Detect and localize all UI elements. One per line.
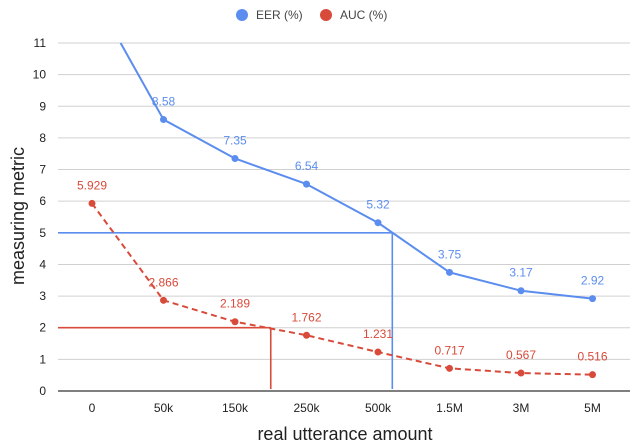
x-tick-label: 5M [584,401,601,415]
y-tick-label: 8 [39,131,46,145]
legend-marker-eer [236,9,248,21]
data-label: 0.717 [434,343,464,357]
data-label: 2.189 [220,297,250,311]
x-tick-label: 50k [154,401,174,415]
data-label: 0.567 [506,348,536,362]
data-label: 1.231 [363,327,393,341]
x-tick-label: 250k [293,401,320,415]
x-tick-label: 500k [365,401,392,415]
y-tick-label: 5 [39,226,46,240]
legend-label-eer: EER (%) [256,8,303,22]
y-tick-label: 7 [39,163,46,177]
data-label: 5.32 [366,198,390,212]
series-line [91,202,593,376]
x-tick-label: 1.5M [436,401,463,415]
data-point [303,331,310,339]
x-tick-label: 150k [222,401,249,415]
legend-marker-auc [320,9,332,21]
y-tick-label: 3 [39,289,46,303]
data-point [231,154,239,162]
series-line [119,42,593,300]
data-point [160,296,167,304]
y-tick-label: 11 [34,36,47,50]
x-axis-label: real utterance amount [257,424,432,444]
data-point [374,219,382,227]
data-point [231,318,239,326]
reference-lines [58,232,394,389]
data-point [374,348,382,356]
data-point [517,369,525,377]
data-point [589,295,596,303]
legend-label-auc: AUC (%) [340,8,387,22]
legend: EER (%) AUC (%) [236,8,387,22]
data-point [446,364,453,372]
data-label: 0.516 [577,350,607,364]
data-label: 3.17 [509,266,533,280]
y-tick-label: 2 [39,321,46,335]
data-point [589,371,596,379]
data-label: 8.58 [152,95,176,109]
data-point [160,116,167,124]
data-point [88,199,96,207]
y-tick-label: 9 [39,99,46,113]
data-label: 5.929 [77,178,107,192]
data-label: 2.92 [581,274,605,288]
y-tick-label: 1 [39,352,46,366]
y-axis-label: measuring metric [8,147,28,285]
data-label: 1.762 [291,310,321,324]
data-point [517,287,525,295]
data-label: 6.54 [295,159,319,173]
y-tick-label: 4 [39,257,46,271]
x-tick-label: 3M [513,401,530,415]
data-point [446,268,453,276]
data-label: 3.75 [438,247,462,261]
x-axis-ticks: 0 50k 150k 250k 500k 1.5M 3M 5M [89,401,601,415]
y-axis-ticks: 0 1 2 3 4 5 6 7 8 9 10 11 [33,36,47,398]
y-tick-label: 0 [39,384,46,398]
y-tick-label: 6 [39,194,46,208]
x-tick-label: 0 [89,401,96,415]
data-label: 7.35 [223,133,247,147]
series-layer: 8.58 7.35 6.54 5.32 3.75 3.17 2.92 5.929 2.866 2.… [77,42,608,379]
data-label: 2.866 [148,275,178,289]
gridlines [58,42,630,392]
y-tick-label: 10 [33,68,47,82]
data-point [303,180,310,188]
